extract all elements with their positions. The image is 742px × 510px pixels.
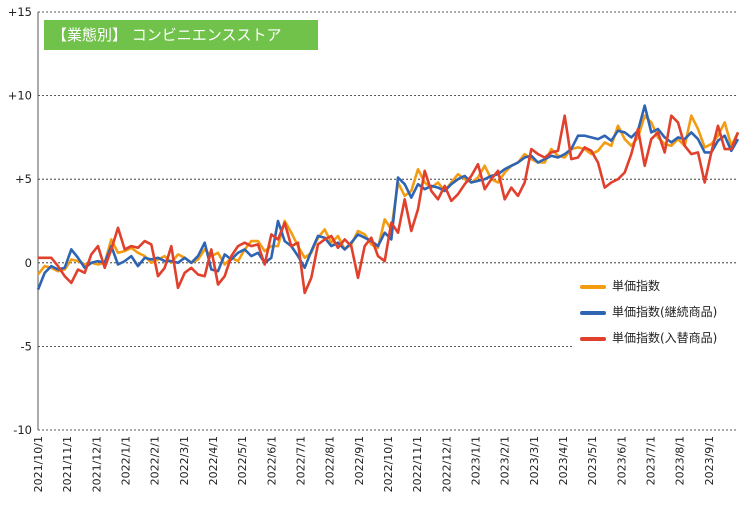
x-tick-label: 2022/6/1 [265, 436, 278, 485]
x-tick-label: 2023/6/1 [615, 436, 628, 485]
y-tick-label: +15 [8, 5, 32, 19]
y-axis: +15 +10 +5 0 -5 -10 [8, 5, 32, 437]
x-tick-label: 2023/1/1 [470, 436, 483, 485]
x-tick-label: 2022/11/1 [411, 436, 424, 492]
legend-swatch-orange [580, 284, 606, 289]
legend-label: 単価指数(入替商品) [612, 331, 718, 345]
legend: 単価指数 単価指数(継続商品) 単価指数(入替商品) [572, 270, 742, 350]
chart-title: 【業態別】 コンビニエンスストア [44, 20, 318, 50]
legend-swatch-blue [580, 310, 606, 315]
grid [37, 11, 738, 431]
x-tick-label: 2022/8/1 [324, 436, 337, 485]
x-tick-label: 2021/11/1 [61, 436, 74, 492]
x-tick-label: 2023/5/1 [586, 436, 599, 485]
x-tick-label: 2022/4/1 [207, 436, 220, 485]
series-line-0 [36, 114, 740, 276]
series-line-2 [38, 114, 740, 295]
x-tick-label: 2023/8/1 [674, 436, 687, 485]
x-tick-label: 2023/2/1 [499, 436, 512, 485]
x-tick-label: 2023/7/1 [645, 436, 658, 485]
x-tick-label: 2023/4/1 [557, 436, 570, 485]
x-tick-label: 2022/1/1 [120, 436, 133, 485]
x-tick-label: 2022/3/1 [178, 436, 191, 485]
x-tick-label: 2022/9/1 [353, 436, 366, 485]
legend-label: 単価指数(継続商品) [612, 305, 718, 319]
y-tick-label: -5 [21, 339, 32, 353]
x-tick-label: 2021/10/1 [32, 436, 45, 492]
x-tick-label: 2023/9/1 [703, 436, 716, 485]
legend-swatch-red [580, 336, 606, 341]
x-tick-label: 2021/12/1 [90, 436, 103, 492]
x-tick-label: 2022/5/1 [236, 436, 249, 485]
x-tick-label: 2022/2/1 [149, 436, 162, 485]
series-line-1 [36, 104, 740, 291]
legend-item-unit-price-index: 単価指数 [580, 276, 660, 296]
y-tick-label: -10 [13, 423, 32, 437]
y-tick-label: 0 [25, 256, 32, 270]
x-axis: 2021/10/1 2021/11/1 2021/12/1 2022/1/1 2022/… [32, 436, 716, 492]
legend-item-replacement-products: 単価指数(入替商品) [580, 328, 717, 348]
legend-label: 単価指数 [612, 279, 661, 293]
legend-item-continuing-products: 単価指数(継続商品) [580, 302, 717, 322]
series-lines [36, 104, 740, 295]
y-tick-label: +5 [15, 172, 32, 186]
y-tick-label: +10 [8, 89, 32, 103]
x-tick-label: 2022/10/1 [382, 436, 395, 492]
x-tick-label: 2023/3/1 [528, 436, 541, 485]
x-tick-label: 2022/12/1 [440, 436, 453, 492]
x-tick-label: 2022/7/1 [295, 436, 308, 485]
